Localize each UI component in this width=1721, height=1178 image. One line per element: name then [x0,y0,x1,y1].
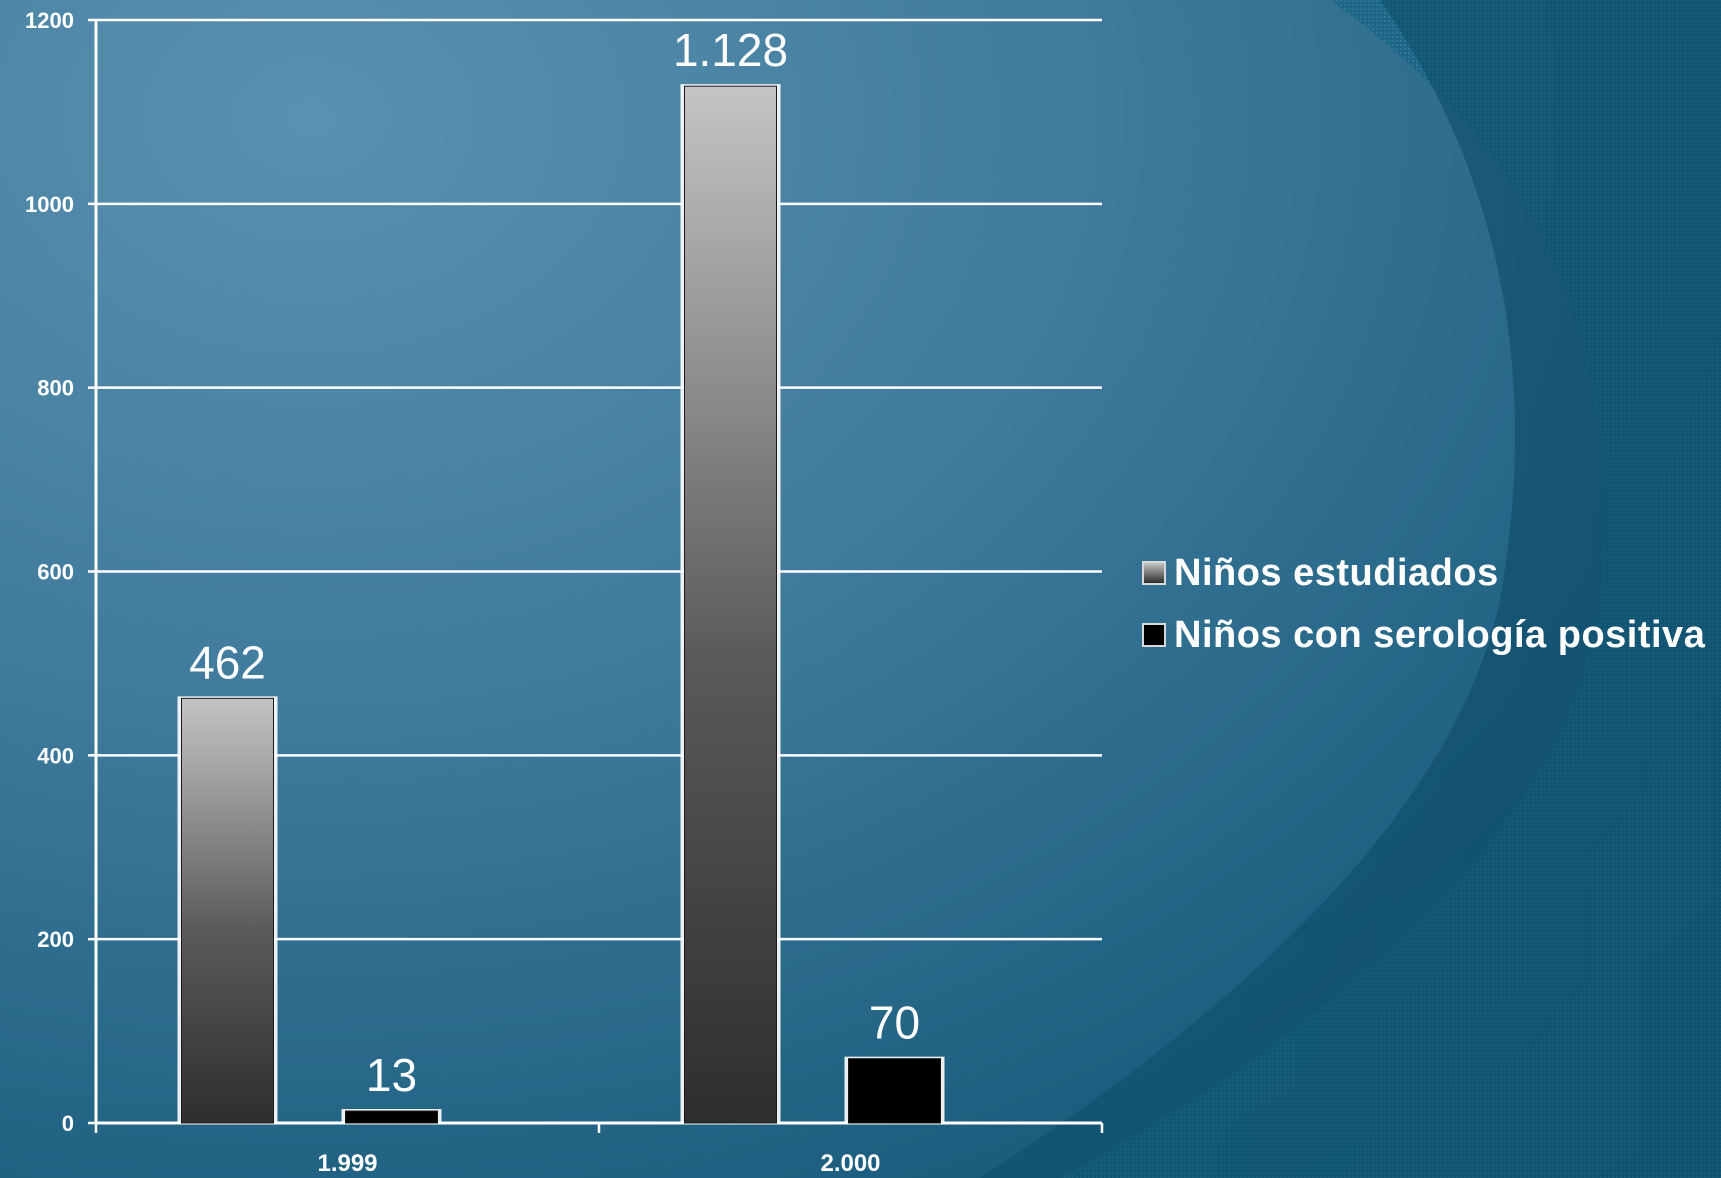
x-category-label: 2.000 [820,1150,880,1177]
legend-label-serologia-positiva: Niños con serología positiva [1174,613,1706,656]
bar [848,1058,941,1124]
bar [684,85,777,1124]
y-tick-label: 600 [37,560,74,585]
legend: Niños estudiados Niños con serología pos… [1142,542,1705,666]
y-tick-label: 400 [37,743,74,768]
legend-label-ninos-estudiados: Niños estudiados [1174,551,1499,594]
bars [177,84,945,1124]
bar [345,1110,438,1124]
legend-item-ninos-estudiados: Niños estudiados [1142,542,1705,604]
legend-item-serologia-positiva: Niños con serología positiva [1142,604,1705,666]
y-tick-label: 0 [62,1111,74,1136]
legend-swatch-serologia-positiva [1142,623,1166,647]
data-labels: 462 1.128 13 70 [189,24,920,1101]
data-label: 13 [366,1049,417,1101]
y-tick-label: 1000 [25,192,74,217]
x-category-label: 1.999 [317,1150,377,1177]
data-label: 70 [869,997,920,1049]
bar [181,697,274,1124]
y-tick-label: 800 [37,376,74,401]
y-tick-label: 200 [37,927,74,952]
y-tick-label: 1200 [25,8,74,33]
legend-swatch-ninos-estudiados [1142,561,1166,585]
data-label: 462 [189,636,266,688]
data-label: 1.128 [673,24,788,76]
